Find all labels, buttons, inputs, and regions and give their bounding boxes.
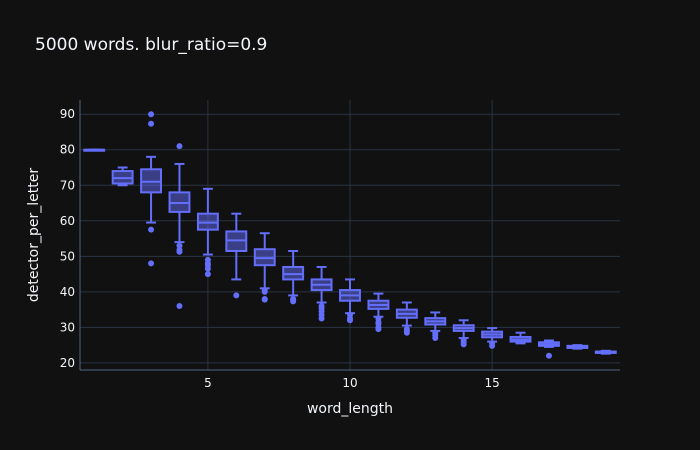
box-plot-5 xyxy=(196,187,219,278)
box-plot-19 xyxy=(594,349,617,355)
outlier-point xyxy=(176,242,183,249)
y-tick-label: 40 xyxy=(60,285,75,299)
outlier-point xyxy=(148,260,155,267)
y-tick-label: 50 xyxy=(60,249,75,263)
outlier-point xyxy=(176,248,183,255)
outlier-point xyxy=(347,317,353,324)
outlier-point xyxy=(204,271,211,278)
box-plot-14 xyxy=(452,319,475,348)
y-tick-label: 70 xyxy=(60,178,75,192)
tick-labels: 20 30 40 50 60 70 80 90 5 10 15 xyxy=(60,107,500,390)
box-plot-10 xyxy=(339,278,361,324)
outlier-point xyxy=(489,342,496,349)
y-tick-label: 30 xyxy=(60,320,75,334)
box-plot-11 xyxy=(367,292,390,333)
box-plot-9 xyxy=(310,265,333,322)
box-plot-8 xyxy=(282,249,305,305)
outlier-point xyxy=(403,329,410,336)
box-plot-3 xyxy=(140,111,163,267)
axes xyxy=(79,100,620,371)
box-plot-7 xyxy=(253,232,276,303)
box-plot-4 xyxy=(168,143,191,310)
x-axis-label: word_length xyxy=(307,401,393,417)
x-tick-label: 5 xyxy=(204,376,212,390)
box-plot-17 xyxy=(538,339,560,359)
box-plot-16 xyxy=(509,331,532,345)
x-tick-label: 10 xyxy=(342,376,357,390)
y-tick-label: 80 xyxy=(60,143,75,157)
box-plot-18 xyxy=(566,344,589,350)
y-tick-label: 20 xyxy=(60,356,75,370)
outlier-point xyxy=(432,335,439,342)
outlier-point xyxy=(176,303,183,310)
outlier-point xyxy=(148,111,155,118)
box-plots xyxy=(83,111,617,359)
box-plot-12 xyxy=(395,301,418,336)
chart-title: 5000 words. blur_ratio=0.9 xyxy=(35,35,267,55)
y-axis-label: detector_per_letter xyxy=(26,168,42,302)
box-plot-1 xyxy=(83,148,106,152)
outlier-point xyxy=(148,226,155,233)
outlier-point xyxy=(261,288,268,295)
box-plot-6 xyxy=(225,212,248,299)
outlier-point xyxy=(318,315,325,322)
x-tick-label: 15 xyxy=(484,376,499,390)
y-tick-label: 60 xyxy=(60,214,75,228)
outlier-point xyxy=(261,296,268,303)
outlier-point xyxy=(545,352,552,359)
outlier-point xyxy=(233,292,240,299)
outlier-point xyxy=(148,120,155,127)
outlier-point xyxy=(204,265,211,272)
box-plot-15 xyxy=(481,327,504,349)
box-plot-2 xyxy=(111,166,134,187)
outlier-point xyxy=(176,143,183,150)
outlier-point xyxy=(460,341,467,348)
y-tick-label: 90 xyxy=(60,107,75,121)
outlier-point xyxy=(375,326,382,333)
box-plot-13 xyxy=(424,311,447,342)
outlier-point xyxy=(290,298,297,305)
